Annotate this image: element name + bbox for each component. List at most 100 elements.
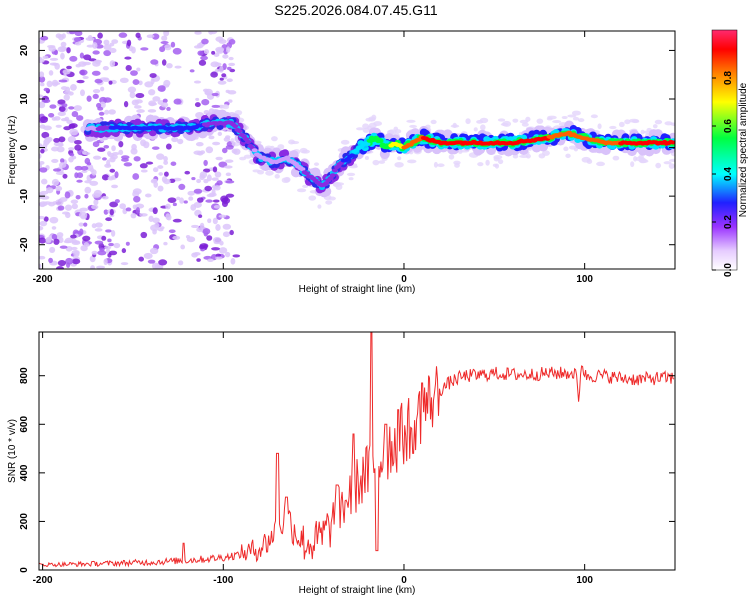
spectrogram-noise-blob	[203, 178, 209, 184]
spectrogram-noise-blob	[58, 79, 68, 83]
spectrogram-noise-blob	[91, 192, 101, 198]
spectrogram-noise-blob	[153, 181, 159, 188]
spectrogram-noise-blob	[193, 150, 203, 155]
spectrogram-noise-blob	[497, 118, 506, 122]
spectrogram-noise-blob	[75, 63, 81, 68]
spectrogram-noise-blob	[179, 197, 185, 204]
spectrogram-noise-blob	[119, 77, 129, 83]
spectrogram-noise-blob	[214, 62, 222, 67]
spectrogram-ylabel: Frequency (Hz)	[7, 116, 18, 185]
spectrogram-noise-blob	[211, 177, 219, 181]
spectrogram-ridge-blob	[349, 153, 356, 158]
spectrogram-noise-blob	[48, 257, 53, 263]
spectrogram-noise-blob	[669, 158, 675, 162]
spectrogram-noise-blob	[53, 137, 61, 143]
spectrogram-noise-blob	[215, 156, 223, 161]
spectrogram-noise-blob	[74, 165, 83, 171]
spectrogram-noise-blob	[64, 204, 72, 211]
spectrogram-noise-blob	[71, 258, 81, 265]
spectrogram-noise-blob	[139, 213, 148, 217]
spectrogram-xtick-label: 100	[576, 274, 593, 285]
spectrogram-noise-blob	[208, 31, 214, 35]
spectrogram-noise-blob	[521, 122, 529, 127]
snr-ytick-label: 0	[19, 567, 30, 573]
spectrogram-noise-blob	[39, 58, 45, 64]
spectrogram-noise-blob	[96, 102, 102, 109]
spectrogram-noise-blob	[163, 160, 169, 165]
spectrogram-noise-blob	[161, 176, 168, 183]
spectrogram-noise-blob	[480, 124, 486, 131]
spectrogram-noise-blob	[55, 199, 64, 206]
spectrogram-noise-blob	[92, 42, 98, 49]
spectrogram-noise-blob	[201, 98, 210, 106]
spectrogram-noise-blob	[71, 203, 78, 210]
spectrogram-noise-blob	[206, 193, 215, 198]
spectrogram-noise-blob	[163, 31, 170, 37]
snr-xtick-label: 100	[576, 575, 593, 586]
spectrogram-noise-blob	[71, 111, 79, 118]
spectrogram-noise-blob	[136, 109, 145, 113]
spectrogram-noise-blob	[123, 162, 133, 167]
spectrogram-noise-blob	[92, 89, 101, 94]
spectrogram-noise-blob	[177, 138, 184, 145]
chart-title: S225.2026.084.07.45.G11	[274, 2, 438, 18]
spectrogram-noise-blob	[98, 111, 105, 116]
spectrogram-noise-blob	[103, 39, 110, 46]
spectrogram-noise-blob	[365, 117, 373, 122]
spectrogram-noise-blob	[546, 117, 553, 121]
spectrogram-noise-blob	[79, 89, 85, 97]
spectrogram-noise-blob	[222, 231, 231, 238]
spectrogram-noise-blob	[59, 245, 68, 249]
spectrogram-noise-blob	[200, 55, 208, 61]
spectrogram-noise-blob	[127, 86, 137, 93]
spectrogram-noise-blob	[372, 159, 380, 166]
spectrogram-noise-blob	[225, 135, 231, 140]
spectrogram-noise-blob	[92, 50, 100, 55]
spectrogram-noise-blob	[64, 116, 70, 122]
spectrogram-noise-blob	[195, 97, 200, 101]
spectrogram-noise-blob	[146, 34, 155, 39]
spectrogram-noise-blob	[101, 235, 107, 241]
spectrogram-noise-blob	[79, 207, 89, 212]
spectrogram-noise-blob	[207, 258, 214, 263]
spectrogram-noise-blob	[409, 124, 417, 129]
spectrogram-noise-blob	[231, 141, 240, 147]
spectrogram-noise-blob	[121, 248, 127, 254]
spectrogram-noise-blob	[473, 127, 478, 132]
spectrogram-ridge-blob	[236, 129, 243, 134]
spectrogram-noise-blob	[118, 140, 124, 148]
spectrogram-noise-blob	[113, 242, 121, 249]
spectrogram-noise-blob	[362, 127, 371, 133]
spectrogram-ridge-blob	[281, 149, 290, 158]
spectrogram-noise-blob	[125, 207, 132, 212]
spectrogram-noise-blob	[74, 41, 82, 46]
spectrogram-noise-blob	[158, 259, 168, 266]
spectrogram-noise-blob	[108, 242, 115, 247]
spectrogram-noise-blob	[215, 46, 225, 53]
spectrogram-noise-blob	[64, 191, 71, 199]
spectrogram-noise-blob	[394, 161, 404, 168]
spectrogram-noise-blob	[206, 235, 213, 241]
spectrogram-noise-blob	[232, 254, 241, 258]
spectrogram-noise-blob	[325, 200, 333, 205]
spectrogram-noise-blob	[165, 213, 171, 221]
spectrogram-noise-blob	[502, 120, 512, 127]
spectrogram-noise-blob	[119, 203, 127, 210]
spectrogram-noise-blob	[174, 65, 182, 69]
spectrogram-noise-blob	[227, 99, 233, 103]
spectrogram-noise-blob	[39, 161, 45, 165]
spectrogram-noise-blob	[61, 103, 68, 108]
spectrogram-noise-blob	[62, 211, 70, 215]
spectrogram-noise-blob	[63, 90, 72, 95]
spectrogram-noise-blob	[53, 238, 60, 245]
spectrogram-noise-blob	[79, 69, 88, 76]
spectrogram-noise-blob	[99, 77, 109, 81]
spectrogram-ridge-blob	[323, 181, 330, 186]
spectrogram-noise-blob	[223, 104, 228, 108]
spectrogram-noise-blob	[97, 106, 104, 111]
spectrogram-noise-blob	[211, 104, 220, 108]
snr-panel: -200 -100 0 100 0 200 400 600 800 Height of stra…	[7, 331, 676, 596]
spectrogram-noise-blob	[125, 64, 132, 71]
spectrogram-noise-blob	[406, 119, 416, 123]
